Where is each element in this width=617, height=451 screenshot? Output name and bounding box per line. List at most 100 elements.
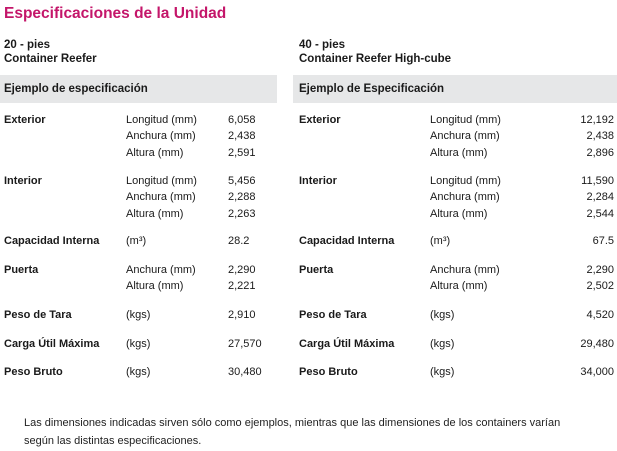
- spec-value: 2,290: [586, 264, 614, 276]
- spec-line: Altura (mm) 2,263: [0, 206, 277, 222]
- spec-value: 2,910: [228, 309, 256, 321]
- spec-unit: Altura (mm): [126, 280, 184, 293]
- spec-row-label: Puerta: [4, 264, 39, 276]
- spec-values: (kgs) 4,520: [293, 307, 617, 323]
- spec-values: Longitud (mm) 12,192 Anchura (mm) 2,438 Altu…: [293, 112, 617, 161]
- spec-line: Anchura (mm) 2,284: [293, 189, 617, 205]
- spec-unit: Longitud (mm): [126, 175, 197, 187]
- spec-line: (kgs) 4,520: [293, 307, 617, 323]
- container-heading: 40 - pies Container Reefer High-cube: [299, 38, 451, 66]
- spec-unit: Altura (mm): [126, 207, 184, 220]
- spec-row-label: Carga Útil Máxima: [4, 338, 100, 350]
- spec-values: (kgs) 2,910: [0, 307, 277, 323]
- spec-line: Longitud (mm) 5,456: [0, 173, 277, 189]
- spec-row-label: Exterior: [299, 114, 341, 126]
- container-size: 20 - pies: [4, 39, 51, 51]
- spec-values: (kgs) 34,000: [293, 364, 617, 380]
- spec-value: 2,290: [228, 264, 256, 276]
- spec-row-label: Capacidad Interna: [299, 235, 395, 247]
- spec-row-label: Capacidad Interna: [4, 235, 100, 247]
- spec-values: (kgs) 30,480: [0, 364, 277, 380]
- spec-line: Anchura (mm) 2,290: [293, 262, 617, 278]
- spec-unit: Altura (mm): [430, 280, 488, 293]
- spec-value: 34,000: [580, 366, 614, 378]
- spec-value: 12,192: [580, 114, 614, 126]
- spec-row-label: Puerta: [299, 264, 334, 276]
- spec-unit: (m³): [126, 235, 147, 247]
- spec-line: (kgs) 34,000: [293, 364, 617, 380]
- spec-unit: Altura (mm): [430, 207, 488, 220]
- spec-line: Longitud (mm) 12,192: [293, 112, 617, 128]
- spec-header-band: Ejemplo de Especificación: [293, 75, 617, 103]
- spec-unit: Longitud (mm): [430, 114, 501, 126]
- spec-values: Longitud (mm) 5,456 Anchura (mm) 2,288 Altur…: [0, 173, 277, 222]
- spec-line: Altura (mm) 2,591: [0, 145, 277, 161]
- spec-header-label: Ejemplo de especificación: [4, 83, 148, 95]
- spec-header-label: Ejemplo de Especificación: [299, 83, 445, 95]
- spec-values: Longitud (mm) 11,590 Anchura (mm) 2,284 Altu…: [293, 173, 617, 222]
- spec-unit: Longitud (mm): [126, 114, 197, 126]
- spec-value: 2,438: [586, 130, 614, 143]
- spec-value: 30,480: [228, 366, 262, 378]
- spec-unit: (kgs): [126, 309, 151, 321]
- spec-value: 2,544: [586, 207, 614, 220]
- spec-line: Anchura (mm) 2,438: [293, 128, 617, 144]
- spec-line: (kgs) 30,480: [0, 364, 277, 380]
- page-title: Especificaciones de la Unidad: [4, 5, 227, 22]
- spec-value: 2,284: [586, 191, 614, 204]
- footnote: Las dimensiones indicadas sirven sólo co…: [24, 417, 561, 447]
- spec-line: (kgs) 29,480: [293, 336, 617, 352]
- spec-value: 2,502: [586, 280, 614, 293]
- spec-line: Anchura (mm) 2,288: [0, 189, 277, 205]
- spec-row-label: Interior: [4, 175, 42, 187]
- spec-values: (m³) 28.2: [0, 233, 277, 249]
- spec-line: Longitud (mm) 11,590: [293, 173, 617, 189]
- spec-value: 67.5: [592, 235, 614, 247]
- spec-unit: Anchura (mm): [430, 264, 500, 276]
- spec-line: Anchura (mm) 2,290: [0, 262, 277, 278]
- container-type: Container Reefer: [4, 53, 97, 65]
- spec-values: Anchura (mm) 2,290 Altura (mm) 2,221: [0, 262, 277, 295]
- spec-value: 28.2: [228, 235, 250, 247]
- spec-unit: (kgs): [126, 338, 151, 350]
- spec-row-label: Peso de Tara: [299, 309, 367, 321]
- spec-row-label: Peso Bruto: [4, 366, 63, 378]
- spec-values: Longitud (mm) 6,058 Anchura (mm) 2,438 Altur…: [0, 112, 277, 161]
- container-type: Container Reefer High-cube: [299, 53, 452, 65]
- spec-line: Longitud (mm) 6,058: [0, 112, 277, 128]
- spec-value: 2,896: [586, 146, 614, 159]
- spec-values: (kgs) 27,570: [0, 336, 277, 352]
- spec-value: 4,520: [586, 309, 614, 321]
- spec-unit: Anchura (mm): [430, 191, 500, 204]
- spec-unit: Anchura (mm): [126, 191, 196, 204]
- spec-unit: Anchura (mm): [126, 130, 196, 143]
- spec-header-band: Ejemplo de especificación: [0, 75, 277, 103]
- spec-value: 2,438: [228, 130, 256, 143]
- spec-line: Altura (mm) 2,502: [293, 278, 617, 294]
- spec-row-label: Peso de Tara: [4, 309, 72, 321]
- spec-unit: (kgs): [430, 338, 455, 350]
- spec-value: 5,456: [228, 175, 256, 187]
- spec-column-20ft: 20 - pies Container Reefer Ejemplo de es…: [0, 0, 277, 400]
- spec-row-label: Exterior: [4, 114, 46, 126]
- spec-value: 6,058: [228, 114, 256, 126]
- spec-unit: Anchura (mm): [126, 264, 196, 276]
- spec-line: Altura (mm) 2,896: [293, 145, 617, 161]
- spec-values: (kgs) 29,480: [293, 336, 617, 352]
- spec-value: 27,570: [228, 338, 262, 350]
- container-size: 40 - pies: [299, 39, 346, 51]
- spec-unit: (m³): [430, 235, 451, 247]
- spec-row-label: Peso Bruto: [299, 366, 358, 378]
- spec-column-40ft: 40 - pies Container Reefer High-cube Eje…: [293, 0, 617, 400]
- spec-unit: (kgs): [430, 309, 455, 321]
- spec-value: 29,480: [580, 338, 614, 350]
- spec-value: 2,591: [228, 146, 256, 159]
- spec-line: Altura (mm) 2,544: [293, 206, 617, 222]
- spec-values: (m³) 67.5: [293, 233, 617, 249]
- spec-unit: Altura (mm): [430, 146, 488, 159]
- spec-unit: Altura (mm): [126, 146, 184, 159]
- spec-line: Altura (mm) 2,221: [0, 278, 277, 294]
- spec-line: (m³) 28.2: [0, 233, 277, 249]
- spec-line: (kgs) 27,570: [0, 336, 277, 352]
- spec-value: 2,263: [228, 207, 256, 220]
